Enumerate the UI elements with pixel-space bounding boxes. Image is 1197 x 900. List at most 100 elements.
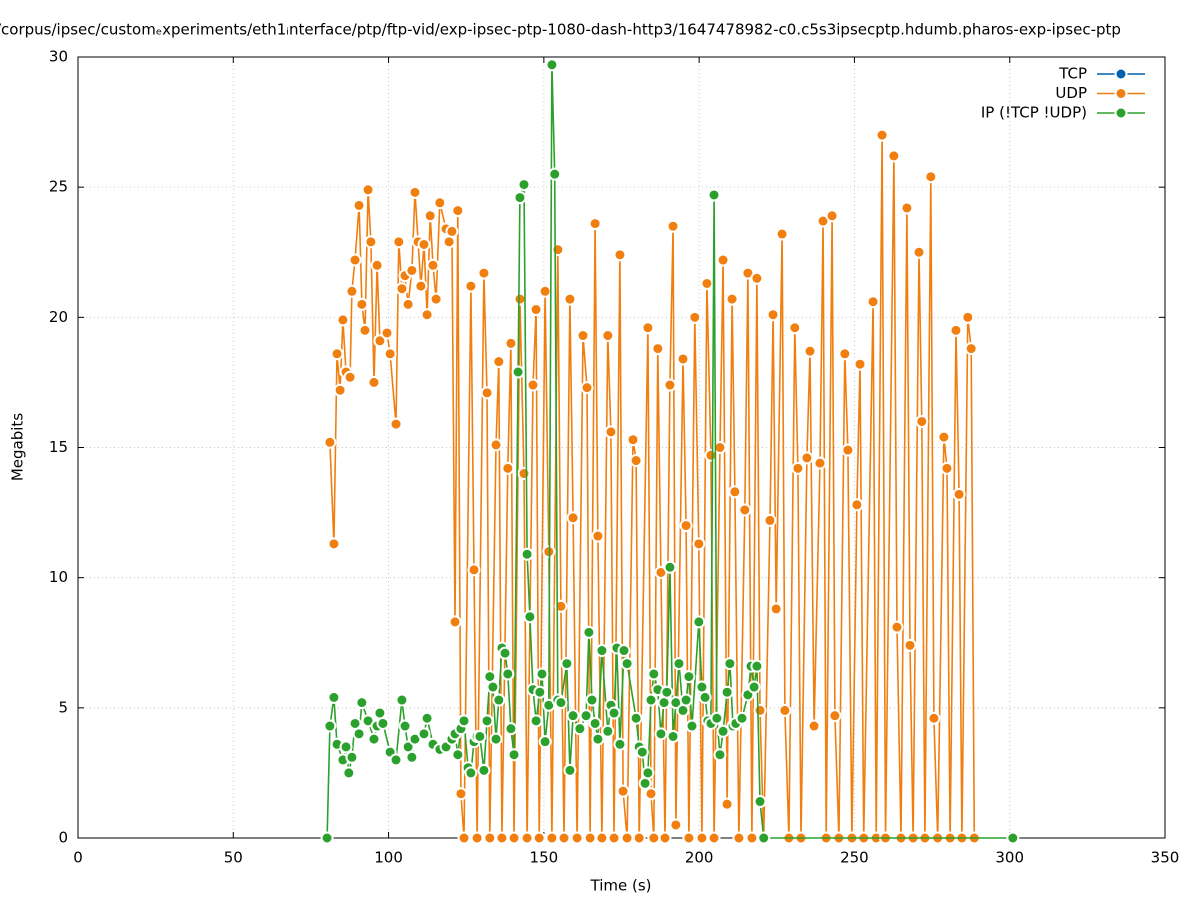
- data-point: [538, 284, 552, 298]
- data-point: [676, 352, 690, 366]
- data-point: [473, 729, 487, 743]
- data-point: [339, 740, 353, 754]
- legend-label: TCP: [1058, 65, 1087, 83]
- data-point: [583, 831, 597, 845]
- data-point: [692, 615, 706, 629]
- data-point: [695, 680, 709, 694]
- data-point: [791, 461, 805, 475]
- data-point: [728, 485, 742, 499]
- data-point: [747, 680, 761, 694]
- data-point: [825, 209, 839, 223]
- data-point: [563, 763, 577, 777]
- data-point: [682, 831, 696, 845]
- data-point: [563, 292, 577, 306]
- data-point: [370, 258, 384, 272]
- data-point: [601, 329, 615, 343]
- data-point: [373, 334, 387, 348]
- data-point: [707, 188, 721, 202]
- data-point: [663, 378, 677, 392]
- legend-marker: [1114, 87, 1128, 100]
- data-point: [501, 667, 515, 681]
- data-point: [504, 722, 518, 736]
- data-point: [647, 831, 661, 845]
- data-point: [940, 461, 954, 475]
- y-tick-label: 10: [49, 568, 68, 586]
- data-point: [529, 714, 543, 728]
- data-point: [348, 253, 362, 267]
- data-point: [566, 709, 580, 723]
- data-point: [591, 732, 605, 746]
- x-axis-label: Time (s): [590, 877, 652, 895]
- data-point: [426, 258, 440, 272]
- x-tick-label: 300: [995, 849, 1024, 867]
- data-point: [591, 529, 605, 543]
- data-point: [692, 537, 706, 551]
- data-point: [707, 831, 721, 845]
- data-point: [398, 719, 412, 733]
- data-point: [641, 321, 655, 335]
- y-tick-label: 20: [49, 308, 68, 326]
- data-point: [364, 235, 378, 249]
- data-point: [647, 667, 661, 681]
- data-point: [345, 750, 359, 764]
- data-point: [570, 831, 584, 845]
- data-point: [464, 279, 478, 293]
- y-tick-label: 30: [49, 48, 68, 66]
- data-point: [579, 709, 593, 723]
- x-tick-label: 150: [530, 849, 559, 867]
- data-point: [803, 344, 817, 358]
- data-point: [620, 657, 634, 671]
- data-point: [700, 276, 714, 290]
- data-point: [629, 454, 643, 468]
- data-point: [358, 323, 372, 337]
- data-point: [766, 308, 780, 322]
- data-point: [470, 831, 484, 845]
- data-point: [389, 417, 403, 431]
- data-point: [376, 716, 390, 730]
- data-point: [383, 347, 397, 361]
- data-point: [580, 381, 594, 395]
- y-tick-label: 0: [58, 829, 68, 847]
- data-point: [401, 297, 415, 311]
- data-point: [467, 563, 481, 577]
- data-point: [595, 831, 609, 845]
- data-point: [560, 657, 574, 671]
- data-point: [900, 201, 914, 215]
- data-point: [807, 719, 821, 733]
- data-point: [800, 451, 814, 465]
- data-point: [679, 519, 693, 533]
- data-point: [330, 347, 344, 361]
- data-point: [866, 295, 880, 309]
- data-point: [489, 732, 503, 746]
- x-tick-label: 350: [1151, 849, 1180, 867]
- data-point: [554, 696, 568, 710]
- data-point: [757, 831, 771, 845]
- data-point: [380, 326, 394, 340]
- x-tick-label: 50: [224, 849, 243, 867]
- data-point: [554, 599, 568, 613]
- data-point: [716, 724, 730, 738]
- data-point: [345, 284, 359, 298]
- data-point: [480, 386, 494, 400]
- data-point: [429, 292, 443, 306]
- data-point: [666, 729, 680, 743]
- data-point: [417, 237, 431, 251]
- data-point: [595, 644, 609, 658]
- data-point: [604, 425, 618, 439]
- data-point: [573, 722, 587, 736]
- data-point: [704, 448, 718, 462]
- data-point: [613, 248, 627, 262]
- data-point: [495, 831, 509, 845]
- data-point: [588, 716, 602, 730]
- data-point: [850, 498, 864, 512]
- data-point: [420, 308, 434, 322]
- data-point: [638, 776, 652, 790]
- data-point: [433, 196, 447, 210]
- data-point: [501, 461, 515, 475]
- legend-label: UDP: [1055, 84, 1087, 102]
- data-point: [343, 370, 357, 384]
- data-point: [660, 685, 674, 699]
- data-point: [454, 787, 468, 801]
- data-point: [635, 745, 649, 759]
